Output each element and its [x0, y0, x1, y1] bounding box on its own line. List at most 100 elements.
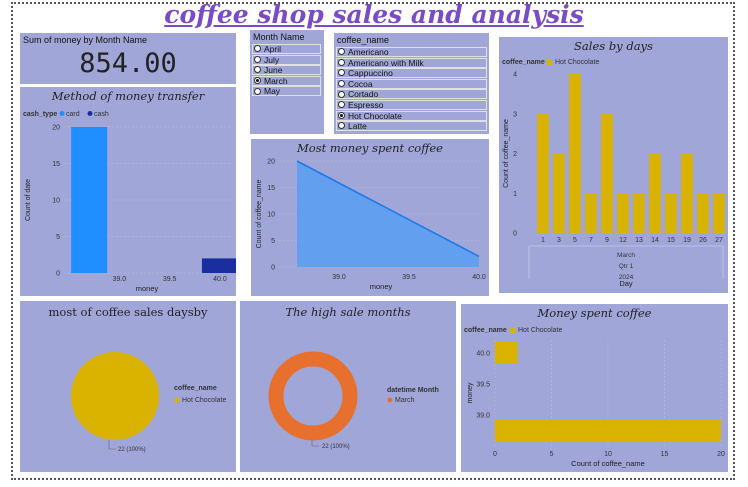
x-axis-label: money: [136, 284, 159, 293]
x-tick-label: 3: [557, 237, 561, 244]
x-tick-label: 39.0: [113, 276, 127, 283]
legend-marker: [387, 397, 393, 403]
y-tick-label: 0: [271, 265, 275, 272]
x-tick-label: 1: [541, 237, 545, 244]
coffee-option[interactable]: Cappuccino: [336, 68, 487, 79]
radio-button-icon[interactable]: [254, 55, 261, 63]
y-tick-label: 1: [513, 191, 517, 198]
legend-marker: [59, 111, 65, 116]
y-tick-label: 4: [513, 72, 517, 79]
y-tick-label: 20: [267, 159, 275, 166]
month-option[interactable]: July: [252, 54, 321, 65]
radio-button-icon[interactable]: [338, 122, 345, 130]
legend-title: coffee_name: [502, 59, 545, 66]
y-tick-label: 15: [267, 185, 275, 192]
money-spent-chart-panel[interactable]: Money spent coffee coffee_name Hot Chocol…: [461, 304, 728, 472]
y-axis-label: money: [467, 382, 474, 404]
coffee-option[interactable]: Espresso: [336, 100, 487, 110]
x-tick-label: 5: [550, 451, 554, 458]
radio-button-icon[interactable]: [254, 77, 261, 85]
data-label: 22 (100%): [322, 444, 350, 450]
coffee-option[interactable]: Latte: [336, 121, 487, 132]
radio-button-icon[interactable]: [254, 66, 261, 74]
y-tick-label: 10: [52, 198, 60, 205]
data-label-leader: [311, 440, 319, 447]
bar-day: [681, 153, 693, 233]
radio-button-icon[interactable]: [338, 111, 345, 119]
money-spent-chart-title: Money spent coffee: [537, 306, 652, 320]
y-tick-label: 2: [513, 151, 517, 158]
y-axis-label: Count of coffee_name: [256, 180, 263, 249]
bar-day: [713, 193, 725, 233]
hierarchy-label: 2024: [619, 274, 634, 281]
radio-button-icon[interactable]: [338, 90, 345, 98]
coffee-option[interactable]: Americano with Milk: [336, 57, 487, 68]
transfer-chart-panel[interactable]: Method of money transfer cash_type card ca…: [20, 87, 236, 296]
month-option[interactable]: May: [252, 86, 321, 97]
bar-cash: [201, 258, 236, 273]
y-tick-label: 40.0: [476, 351, 490, 358]
page-title: coffee shop sales and analysis: [164, 0, 584, 29]
kpi-card[interactable]: Sum of money by Month Name 854.00: [20, 33, 236, 84]
bar-day: [601, 113, 613, 233]
coffee-option-label: Hot Chocolate: [348, 110, 402, 121]
coffee-option[interactable]: Hot Chocolate: [336, 110, 487, 121]
x-tick-label: 15: [661, 451, 669, 458]
y-tick-label: 3: [513, 111, 517, 118]
month-option-label: May: [264, 86, 281, 97]
radio-button-icon[interactable]: [338, 101, 345, 109]
coffee-option[interactable]: Cocoa: [336, 78, 487, 89]
x-tick-label: 0: [493, 451, 497, 458]
coffee-slicer[interactable]: coffee_name Americano Americano with Milk…: [334, 33, 489, 134]
bar-card: [71, 127, 108, 273]
pie-chart-title: most of coffee sales daysby: [48, 305, 208, 319]
y-axis-label: Count of date: [25, 179, 32, 221]
coffee-option-label: Americano: [348, 47, 389, 57]
bar-day: [569, 74, 581, 233]
y-axis-label: Count of coffee_name: [503, 119, 510, 188]
most-money-chart-panel[interactable]: Most money spent coffee 0 5 10 15 20 39.0 39.5…: [251, 139, 489, 296]
days-chart-panel[interactable]: Sales by days coffee_name Hot Chocolate 0 1…: [499, 37, 728, 293]
bar-day: [633, 193, 645, 233]
radio-button-icon[interactable]: [254, 87, 261, 95]
x-tick-label: 13: [635, 237, 643, 244]
legend-label: March: [395, 397, 415, 404]
legend-marker: [87, 111, 93, 116]
radio-button-icon[interactable]: [338, 80, 345, 88]
coffee-option[interactable]: Cortado: [336, 89, 487, 100]
coffee-option[interactable]: Americano: [336, 47, 487, 57]
legend-label: Hot Chocolate: [518, 327, 562, 334]
hierarchy-label: March: [617, 252, 635, 259]
pie-slice: [71, 352, 159, 440]
month-option[interactable]: April: [252, 44, 321, 54]
donut-chart-title: The high sale months: [285, 305, 411, 319]
month-option[interactable]: March: [252, 75, 321, 86]
legend-label: cash: [94, 111, 109, 118]
bar-day: [585, 193, 597, 233]
pie-chart: 22 (100%) coffee_name Hot Chocolate: [71, 352, 226, 453]
bar-day: [649, 153, 661, 233]
money-spent-chart: coffee_name Hot Chocolate 0 5 10 15 20 40.0 39.5…: [464, 327, 725, 468]
bar-money: [495, 342, 518, 364]
hierarchy-label: Qtr 1: [619, 263, 634, 270]
x-tick-label: 20: [717, 451, 725, 458]
pie-chart-panel[interactable]: most of coffee sales daysby 22 (100%) cof…: [20, 301, 236, 472]
radio-button-icon[interactable]: [338, 58, 345, 66]
transfer-chart: cash_type card cash 0 5 10 15 20 39.0 39.5 40.0 mon…: [23, 111, 236, 293]
month-option-label: April: [264, 44, 282, 54]
x-tick-label: 39.5: [402, 274, 416, 281]
legend-marker: [174, 397, 180, 403]
radio-button-icon[interactable]: [338, 69, 345, 77]
month-slicer[interactable]: Month Name April July June March May: [250, 30, 324, 134]
y-tick-label: 10: [267, 212, 275, 219]
month-option[interactable]: June: [252, 65, 321, 76]
area-fill: [297, 161, 479, 267]
radio-button-icon[interactable]: [254, 45, 261, 53]
x-tick-label: 19: [683, 237, 691, 244]
legend-marker: [510, 328, 515, 333]
days-chart-title: Sales by days: [574, 39, 653, 53]
donut-chart-panel[interactable]: The high sale months 22 (100%) datetime M…: [240, 301, 456, 472]
most-money-chart-title: Most money spent coffee: [297, 141, 443, 155]
legend-label: card: [66, 111, 80, 118]
radio-button-icon[interactable]: [338, 48, 345, 56]
